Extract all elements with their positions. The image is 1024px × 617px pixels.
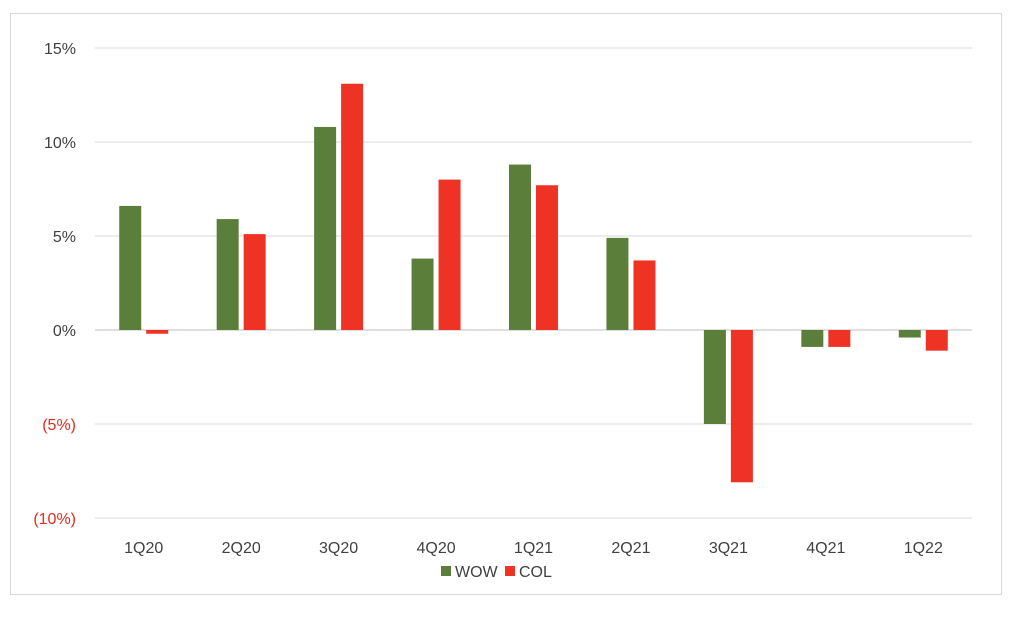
legend-swatch-wow xyxy=(441,566,451,576)
y-tick-label: (5%) xyxy=(42,417,76,434)
chart-frame xyxy=(10,13,1002,595)
y-tick-label: 10% xyxy=(44,135,76,152)
x-tick-label: 2Q20 xyxy=(222,540,261,557)
legend-label-wow: WOW xyxy=(455,564,499,581)
bar-wow-1q22 xyxy=(898,330,921,338)
y-tick-label: 15% xyxy=(44,41,76,58)
bar-col-1q21 xyxy=(536,185,558,330)
bar-wow-1q21 xyxy=(509,164,531,330)
x-tick-label: 4Q21 xyxy=(806,540,845,557)
bars xyxy=(119,83,948,483)
x-tick-label: 1Q20 xyxy=(124,540,163,557)
x-tick-label: 4Q20 xyxy=(416,540,455,557)
x-tick-label: 1Q22 xyxy=(904,540,943,557)
legend-label-col: COL xyxy=(519,564,552,581)
bar-wow-2q21 xyxy=(606,237,629,330)
x-tick-label: 1Q21 xyxy=(514,540,553,557)
gridlines xyxy=(95,47,972,519)
bar-col-4q21 xyxy=(828,330,851,347)
x-tick-label: 3Q20 xyxy=(319,540,358,557)
bar-col-2q21 xyxy=(633,260,656,330)
bar-col-3q20 xyxy=(341,83,364,330)
x-axis-ticks: 1Q20 2Q20 3Q20 4Q20 1Q21 2Q21 3Q21 4Q21 1Q22 xyxy=(124,540,943,557)
bar-col-4q20 xyxy=(438,179,461,330)
bar-wow-3q21 xyxy=(703,330,726,424)
legend: WOW COL xyxy=(441,564,552,581)
bar-col-1q20 xyxy=(146,330,169,334)
bar-wow-3q20 xyxy=(314,126,337,331)
bar-col-3q21 xyxy=(730,330,753,483)
y-tick-label: (10%) xyxy=(33,511,76,528)
x-tick-label: 3Q21 xyxy=(709,540,748,557)
bar-wow-4q20 xyxy=(411,258,434,330)
y-axis-ticks: 15% 10% 5% 0% (5%) (10%) xyxy=(33,41,76,528)
y-tick-label: 0% xyxy=(53,323,76,340)
bar-wow-1q20 xyxy=(119,205,142,330)
legend-swatch-col xyxy=(505,566,515,576)
bar-col-2q20 xyxy=(243,234,266,330)
bar-col-1q22 xyxy=(925,330,948,351)
bar-wow-2q20 xyxy=(216,219,239,330)
x-tick-label: 2Q21 xyxy=(611,540,650,557)
y-tick-label: 5% xyxy=(53,229,76,246)
bar-wow-4q21 xyxy=(801,330,824,347)
